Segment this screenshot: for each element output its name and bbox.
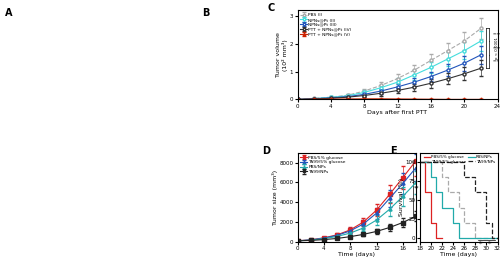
Text: *: * [488, 240, 491, 246]
Line: TA99/5% glucose: TA99/5% glucose [420, 162, 498, 238]
Y-axis label: Tumor size (mm³): Tumor size (mm³) [272, 170, 278, 225]
PBS/5% glucose [428, 221, 434, 224]
PBS/NPs [461, 236, 467, 239]
TA99/5% glucose [416, 160, 422, 164]
TA99/NPs [484, 191, 490, 194]
Text: p < 0.0001: p < 0.0001 [495, 37, 499, 59]
Line: PBS/NPs: PBS/NPs [420, 162, 498, 238]
TA99/5% glucose [472, 236, 478, 239]
PBS/NPs [450, 206, 456, 209]
Text: C: C [268, 3, 275, 13]
TA99/NPs [489, 221, 495, 224]
TA99/5% glucose [444, 176, 450, 179]
Text: B: B [202, 8, 210, 18]
PBS/NPs [450, 221, 456, 224]
Text: D: D [262, 146, 270, 156]
PBS/NPs [428, 176, 434, 179]
Text: **: ** [414, 186, 419, 191]
PBS/NPs [434, 176, 440, 179]
PBS/5% glucose [439, 236, 445, 239]
TA99/NPs [489, 236, 495, 239]
Text: ***: *** [492, 60, 499, 64]
Text: A: A [5, 8, 12, 18]
PBS/5% glucose [422, 191, 428, 194]
PBS/NPs [439, 191, 445, 194]
TA99/NPs [461, 176, 467, 179]
TA99/5% glucose [439, 160, 445, 164]
Text: *: * [479, 240, 482, 246]
X-axis label: Time (days): Time (days) [440, 252, 477, 257]
Legend: PBS (I), NPNs@Pt (II), NPNs@Pt (III), PTT + NPNs@Pt (IV), PTT + NPNs@Pt (V): PBS (I), NPNs@Pt (II), NPNs@Pt (III), PT… [300, 13, 352, 37]
TA99/5% glucose [461, 206, 467, 209]
TA99/NPs [416, 160, 422, 164]
PBS/NPs [461, 236, 467, 239]
PBS/5% glucose [422, 160, 428, 164]
Y-axis label: Tumor volume
(10² mm³): Tumor volume (10² mm³) [276, 32, 288, 77]
Text: ****: **** [492, 33, 500, 37]
TA99/NPs [494, 236, 500, 239]
Text: ****: **** [492, 46, 500, 50]
Text: E: E [390, 146, 397, 156]
PBS/NPs [456, 221, 462, 224]
Y-axis label: Survival (%): Survival (%) [398, 178, 404, 216]
PBS/5% glucose [428, 191, 434, 194]
X-axis label: Days after first PTT: Days after first PTT [368, 110, 428, 115]
TA99/5% glucose [494, 236, 500, 239]
TA99/NPs [461, 160, 467, 164]
Line: TA99/NPs: TA99/NPs [420, 162, 498, 238]
PBS/5% glucose [434, 236, 440, 239]
TA99/5% glucose [461, 221, 467, 224]
PBS/NPs [494, 236, 500, 239]
TA99/5% glucose [456, 191, 462, 194]
PBS/NPs [416, 160, 422, 164]
PBS/NPs [434, 191, 440, 194]
TA99/5% glucose [456, 206, 462, 209]
X-axis label: Time (days): Time (days) [338, 252, 376, 257]
PBS/5% glucose [434, 221, 440, 224]
PBS/NPs [428, 160, 434, 164]
TA99/5% glucose [472, 221, 478, 224]
PBS/NPs [456, 236, 462, 239]
TA99/NPs [472, 176, 478, 179]
Legend: PBS/5% glucose, TA99/5% glucose, PBS/NPs, TA99/NPs: PBS/5% glucose, TA99/5% glucose, PBS/NPs… [300, 155, 346, 174]
TA99/5% glucose [439, 176, 445, 179]
TA99/NPs [472, 191, 478, 194]
Line: PBS/5% glucose: PBS/5% glucose [420, 162, 442, 238]
PBS/5% glucose [416, 160, 422, 164]
PBS/NPs [439, 206, 445, 209]
Legend: PBS/5% glucose, TA99/5% glucose, PBS/NPs, TA99/NPs: PBS/5% glucose, TA99/5% glucose, PBS/NPs… [423, 155, 496, 164]
TA99/NPs [484, 221, 490, 224]
TA99/5% glucose [444, 191, 450, 194]
